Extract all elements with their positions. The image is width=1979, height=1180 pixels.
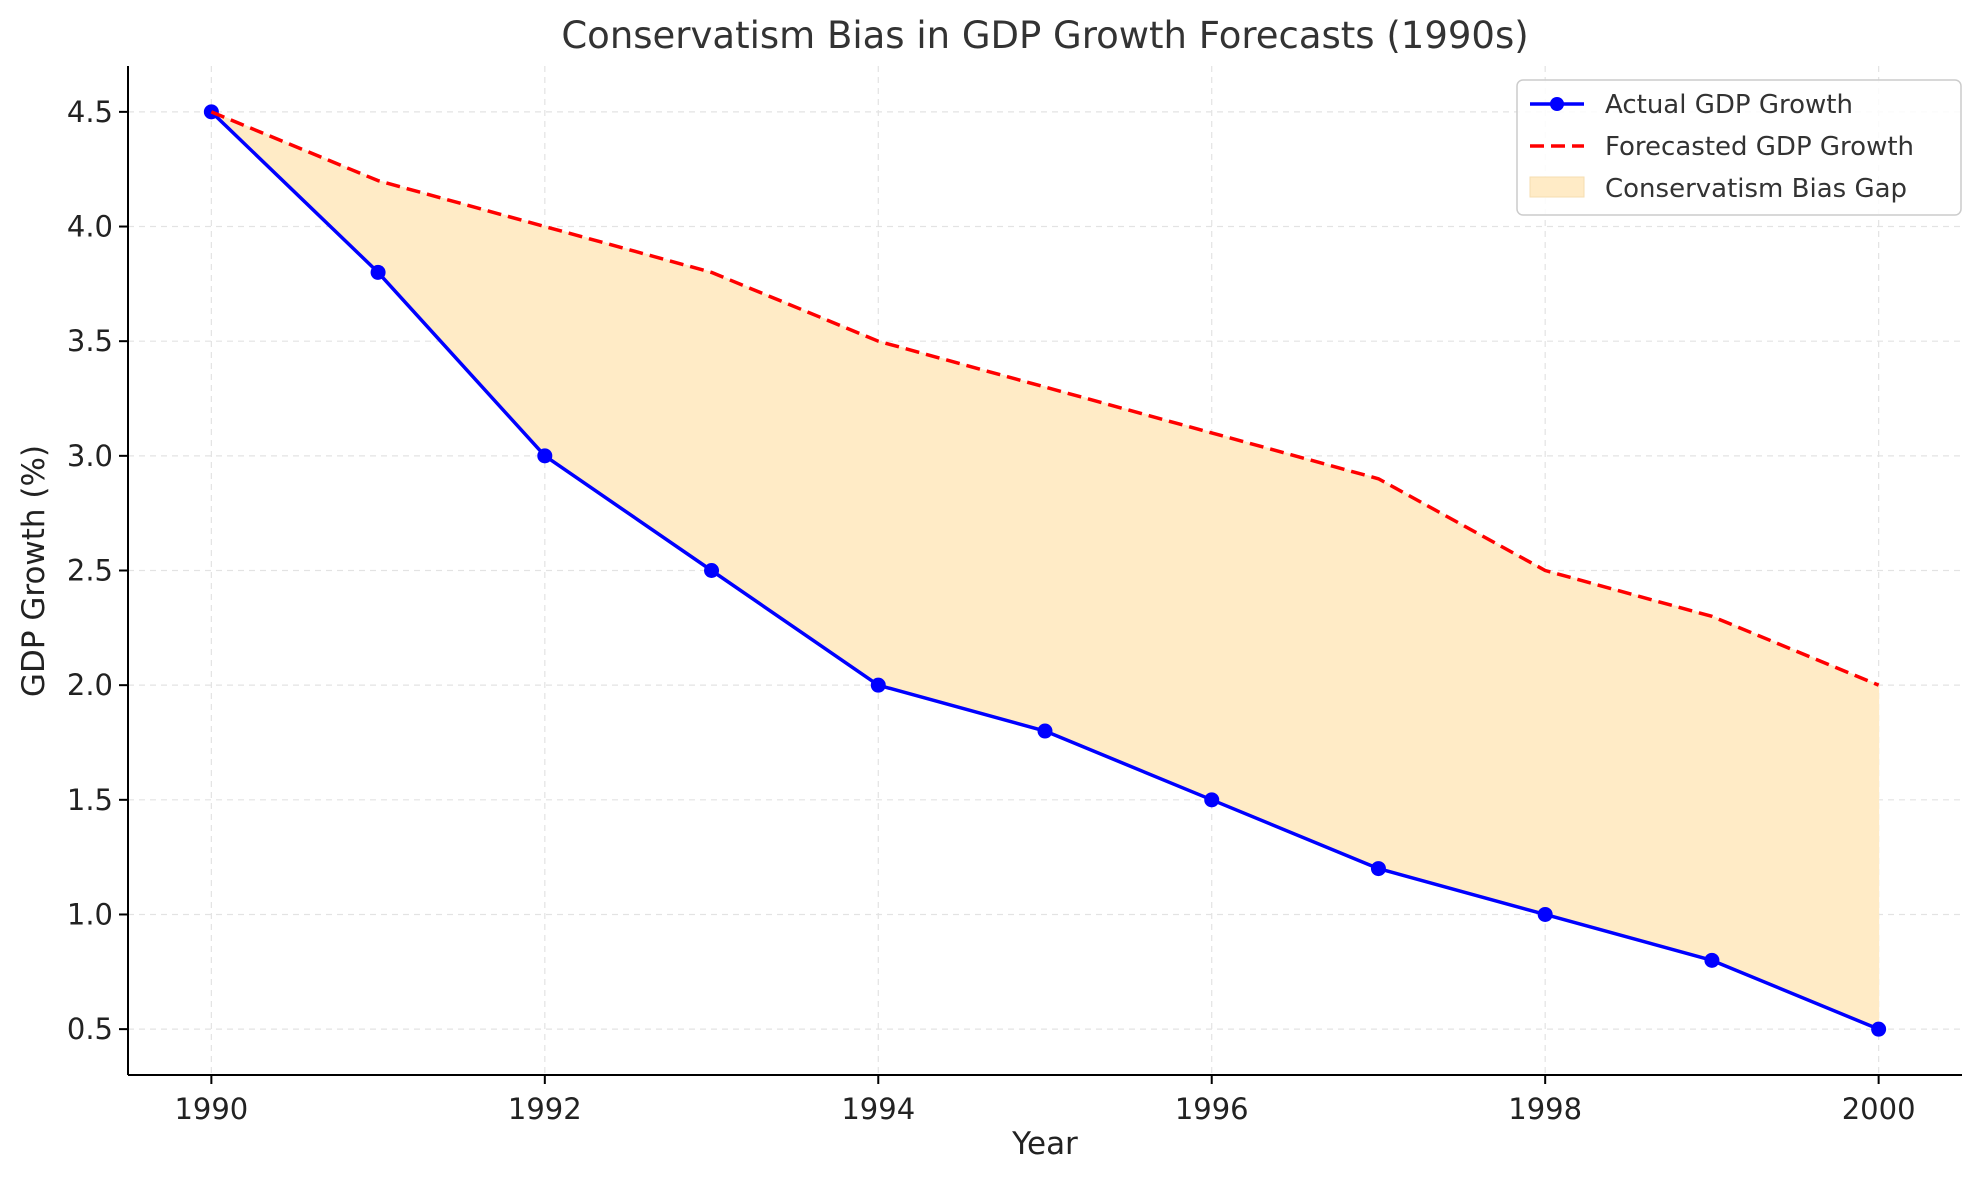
series-layer (203, 104, 1887, 1037)
x-tick-label: 1992 (508, 1092, 582, 1126)
x-tick-label: 1996 (1175, 1092, 1249, 1126)
x-tick-label: 1998 (1508, 1092, 1582, 1126)
y-tick-label: 2.0 (67, 668, 113, 702)
actual-gdp-growth-point (1204, 792, 1220, 808)
y-tick-label: 1.0 (67, 897, 113, 931)
y-axis-label: GDP Growth (%) (16, 445, 52, 697)
y-tick-label: 0.5 (67, 1012, 113, 1046)
y-tick-label: 1.5 (67, 783, 113, 817)
tick-layer: 1990 1992 1994 1996 1998 2000 0.5 1.0 1.5 2.0 2.5 3… (67, 95, 1916, 1126)
legend-gap-label: Conservatism Bias Gap (1605, 174, 1907, 204)
actual-gdp-growth-point (537, 448, 553, 464)
actual-gdp-growth-point (1871, 1021, 1887, 1037)
y-tick-label: 3.0 (67, 439, 113, 473)
x-tick-label: 1994 (841, 1092, 915, 1126)
y-tick-label: 4.0 (67, 210, 113, 244)
actual-gdp-growth-point (1704, 952, 1720, 968)
legend: Actual GDP Growth Forecasted GDP Growth … (1516, 79, 1962, 216)
y-tick-label: 3.5 (67, 324, 113, 358)
legend-box (1516, 79, 1962, 216)
y-tick-label: 2.5 (67, 554, 113, 588)
x-tick-label: 2000 (1842, 1092, 1916, 1126)
legend-gap-swatch (1529, 176, 1585, 198)
legend-actual-marker (1550, 97, 1564, 111)
forecasted-gdp-growth-line (210, 110, 1880, 687)
actual-gdp-growth-point (370, 264, 386, 280)
x-tick-label: 1990 (174, 1092, 248, 1126)
actual-gdp-growth-point (704, 563, 720, 578)
actual-gdp-growth-point (870, 677, 886, 693)
legend-actual-label: Actual GDP Growth (1605, 90, 1853, 120)
y-tick-label: 4.5 (67, 95, 113, 129)
chart-title: Conservatism Bias in GDP Growth Forecast… (561, 14, 1528, 57)
actual-gdp-growth-point (1370, 861, 1386, 877)
x-axis-label: Year (1011, 1126, 1078, 1162)
actual-gdp-growth-point (1037, 723, 1053, 739)
legend-forecast-label: Forecasted GDP Growth (1605, 132, 1914, 162)
actual-gdp-growth-point (1537, 906, 1553, 922)
